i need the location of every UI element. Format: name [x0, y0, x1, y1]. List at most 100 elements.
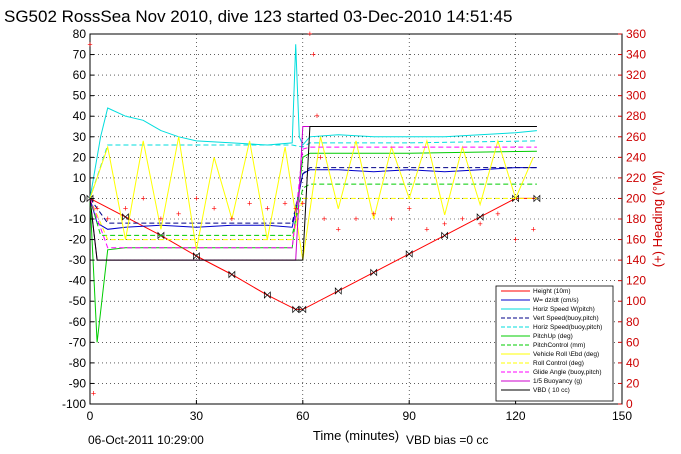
heading-point: + [105, 214, 110, 224]
height-marker [228, 270, 236, 279]
heading-point: + [123, 204, 128, 214]
heading-point: + [371, 209, 376, 219]
heading-point: + [212, 204, 217, 214]
x-tick-label: 120 [506, 409, 526, 423]
heading-point: + [265, 204, 270, 214]
series-line-pitchcontrol-mm [89, 183, 537, 236]
right-tick-label: 220 [626, 171, 646, 185]
legend-entry: PitchUp (deg) [533, 333, 573, 340]
series-line-pitchup-deg [89, 150, 537, 343]
left-tick-label: 60 [73, 68, 87, 82]
left-tick-label: -100 [62, 397, 86, 411]
height-marker [533, 194, 541, 203]
series-line-glide-angle-buoy-pitch [89, 146, 537, 249]
x-axis-label: Time (minutes) [313, 428, 399, 443]
height-marker [405, 250, 413, 258]
legend-entry: Height (10m) [533, 288, 571, 295]
right-axis-label: (+) Heading (°M) [650, 171, 665, 268]
left-tick-label: 0 [79, 191, 86, 205]
right-tick-label: 360 [626, 27, 646, 41]
left-tick-label: -20 [69, 233, 87, 247]
heading-point: + [336, 224, 341, 234]
right-tick-label: 240 [626, 150, 646, 164]
right-tick-label: 320 [626, 68, 646, 82]
height-marker [157, 231, 165, 240]
heading-point: + [87, 39, 92, 49]
legend-box [495, 285, 614, 402]
left-tick-label: -10 [69, 212, 87, 226]
heading-point: + [495, 209, 500, 219]
legend: Height (10m) W= dz/dt (cm/s) Horiz Speed W… [495, 285, 614, 402]
left-tick-label: -50 [69, 294, 87, 308]
left-tick-label: 70 [73, 48, 87, 62]
heading-point: + [407, 204, 412, 214]
heading-point: + [460, 214, 465, 224]
heading-point: + [282, 199, 287, 209]
heading-point: + [300, 199, 305, 209]
heading-point: + [318, 152, 323, 162]
right-tick-label: 80 [626, 315, 640, 329]
heading-point: + [176, 209, 181, 219]
left-tick-label: -30 [69, 253, 87, 267]
heading-point: + [307, 29, 312, 39]
heading-point: + [194, 193, 199, 203]
heading-point: + [311, 50, 316, 60]
right-tick-label: 160 [626, 233, 646, 247]
series-line-vbd-10-cc [89, 126, 537, 261]
right-axis: 3603403203002802602402202001801601401201… [618, 27, 646, 411]
heading-point: + [94, 204, 99, 214]
left-axis: 80 70 60 50 40 30 20 10 0 -10 -20 -30 -40 -50 -60 -70 -8… [62, 27, 94, 411]
left-tick-label: -80 [69, 356, 87, 370]
right-tick-label: 200 [626, 191, 646, 205]
chart-title: SG502 RossSea Nov 2010, dive 123 started… [4, 7, 512, 26]
footer-date: 06-Oct-2011 10:29:00 [88, 433, 204, 447]
footer-vbd-bias: VBD bias =0 cc [406, 433, 488, 447]
height-marker [299, 305, 307, 314]
legend-entry: Horiz Speed(buoy,pitch) [533, 324, 602, 331]
legend-entry: W= dz/dt (cm/s) [533, 297, 579, 304]
x-tick-label: 60 [296, 409, 310, 423]
legend-entry: 1/5 Buoyancy (g) [533, 378, 582, 385]
heading-point: + [424, 224, 429, 234]
x-tick-label: 90 [403, 409, 417, 423]
left-tick-label: -60 [69, 315, 87, 329]
right-tick-label: 0 [626, 397, 633, 411]
left-tick-label: 20 [73, 150, 87, 164]
x-tick-label: 150 [612, 409, 632, 423]
right-tick-label: 280 [626, 109, 646, 123]
heading-point: + [442, 219, 447, 229]
legend-entry: Vert Speed(buoy,pitch) [533, 315, 599, 322]
heading-point: + [293, 204, 298, 214]
height-marker [370, 268, 378, 277]
series-layer: + + + + + + + + + + + + + + + + + + + + + + + + + + + + + + + + + [86, 29, 541, 399]
heading-point: + [229, 214, 234, 224]
height-marker [476, 213, 484, 221]
heading-point: + [247, 199, 252, 209]
legend-entry: Vehicle Roll \Ebd (deg) [533, 351, 599, 358]
heading-point: + [91, 389, 96, 399]
legend-entry: Glide Angle (buoy,pitch) [533, 369, 602, 376]
height-marker [334, 287, 342, 295]
left-tick-label: 30 [73, 130, 87, 144]
legend-entry: Roll Control (deg) [533, 360, 584, 367]
left-tick-label: -70 [69, 335, 87, 349]
left-tick-label: 50 [73, 89, 87, 103]
left-tick-label: -40 [69, 274, 87, 288]
right-tick-label: 60 [626, 335, 640, 349]
right-tick-label: 100 [626, 294, 646, 308]
right-tick-label: 340 [626, 48, 646, 62]
right-tick-label: 120 [626, 274, 646, 288]
heading-point: + [321, 214, 326, 224]
height-marker [193, 252, 200, 260]
legend-entry: PitchControl (mm) [533, 342, 585, 349]
right-tick-label: 300 [626, 89, 646, 103]
left-tick-label: -90 [69, 376, 87, 390]
heading-point: + [513, 235, 518, 245]
x-tick-label: 0 [87, 409, 94, 423]
x-tick-label: 30 [190, 409, 204, 423]
height-marker [512, 194, 519, 203]
heading-point: + [314, 111, 319, 121]
height-marker [441, 231, 449, 240]
right-tick-label: 180 [626, 212, 646, 226]
